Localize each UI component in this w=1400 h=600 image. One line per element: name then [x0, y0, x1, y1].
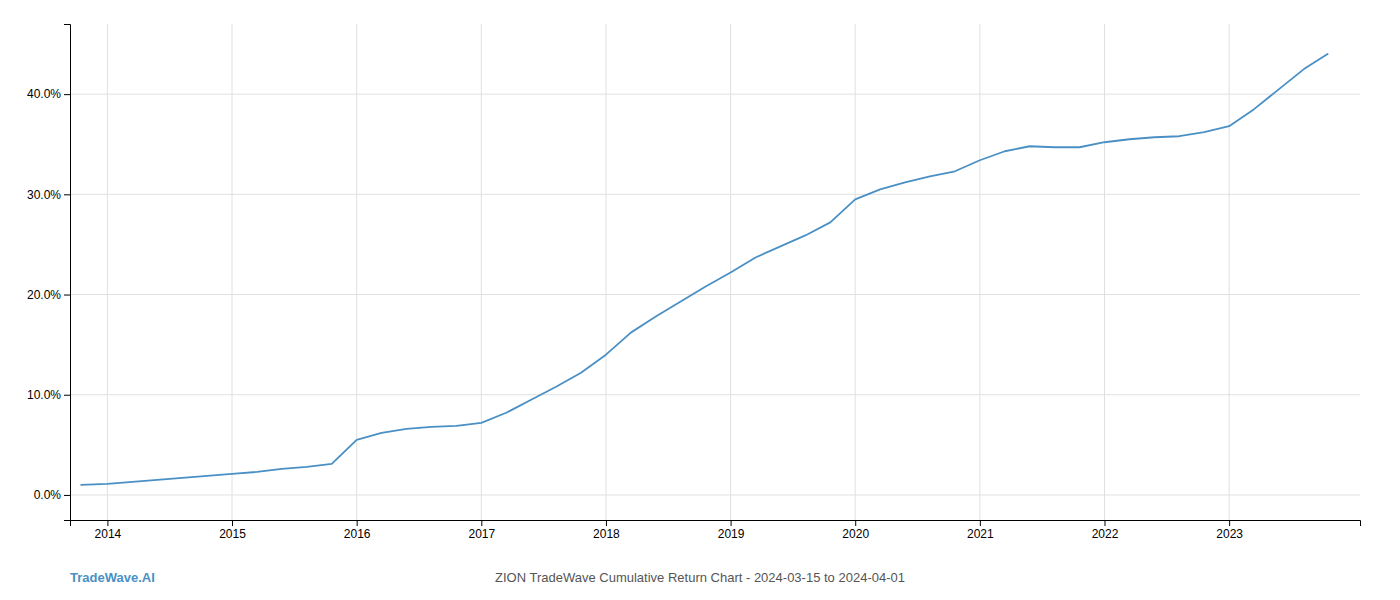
grid-line	[1229, 24, 1230, 520]
tick: 0.0%	[34, 488, 70, 502]
tick-label: 2021	[967, 527, 994, 541]
tick-mark	[357, 520, 358, 526]
grid-line	[605, 24, 606, 520]
tick-label: 0.0%	[34, 488, 62, 502]
tick-label: 2020	[842, 527, 869, 541]
tick: 2019	[718, 520, 745, 541]
tick: 2014	[95, 520, 122, 541]
tick-mark	[64, 295, 70, 296]
tick-label: 2016	[344, 527, 371, 541]
tick-label: 2019	[718, 527, 745, 541]
axis-line	[64, 25, 71, 521]
tick: 2021	[967, 520, 994, 541]
grid-line	[70, 494, 1360, 495]
grid-line	[979, 24, 980, 520]
grid-line	[481, 24, 482, 520]
axis-line	[71, 521, 1361, 527]
tick-mark	[1104, 520, 1105, 526]
grid-line	[356, 24, 357, 520]
grid-line	[1104, 24, 1105, 520]
tick: 2017	[468, 520, 495, 541]
tick-label: 2023	[1216, 527, 1243, 541]
tick: 2016	[344, 520, 371, 541]
tick: 2023	[1216, 520, 1243, 541]
chart: 2014 2015 2016 2017 2018 2019 2020 2021 2022 2023…	[0, 0, 1400, 600]
annotation: TradeWave.AI	[70, 570, 155, 585]
grid-line	[855, 24, 856, 520]
tick-mark	[232, 520, 233, 526]
tick-mark	[64, 94, 70, 95]
tick-mark	[481, 520, 482, 526]
grid-line	[70, 194, 1360, 195]
grid	[70, 24, 1360, 520]
tick-label: 2017	[468, 527, 495, 541]
tick-mark	[1229, 520, 1230, 526]
tick-mark	[980, 520, 981, 526]
tick-label: 2014	[95, 527, 122, 541]
tick: 2022	[1092, 520, 1119, 541]
x-axis: 2014 2015 2016 2017 2018 2019 2020 2021 2022 2023	[71, 520, 1361, 541]
tick-mark	[606, 520, 607, 526]
tick: 40.0%	[27, 87, 70, 101]
title: ZION TradeWave Cumulative Return Chart -…	[495, 570, 905, 585]
tick: 2020	[842, 520, 869, 541]
tick-label: 2018	[593, 527, 620, 541]
y-axis: 0.0% 10.0% 20.0% 30.0% 40.0%	[27, 25, 71, 521]
tick: 2015	[219, 520, 246, 541]
marks	[81, 54, 1327, 485]
tick: 2018	[593, 520, 620, 541]
tick-mark	[64, 495, 70, 496]
tick-label: 40.0%	[27, 87, 61, 101]
grid-line	[232, 24, 233, 520]
tick: 10.0%	[27, 388, 70, 402]
tick-mark	[107, 520, 108, 526]
line	[81, 54, 1327, 485]
tick-mark	[731, 520, 732, 526]
tick-mark	[855, 520, 856, 526]
tick-mark	[64, 194, 70, 195]
tick-label: 2022	[1092, 527, 1119, 541]
grid-line	[70, 394, 1360, 395]
tick-label: 20.0%	[27, 288, 61, 302]
tick-mark	[64, 395, 70, 396]
tick-label: 2015	[219, 527, 246, 541]
grid-line	[70, 94, 1360, 95]
tick-label: 10.0%	[27, 388, 61, 402]
plot: 2014 2015 2016 2017 2018 2019 2020 2021 2022 2023…	[27, 24, 1361, 541]
tick: 30.0%	[27, 188, 70, 202]
tick-label: 30.0%	[27, 188, 61, 202]
tick: 20.0%	[27, 288, 70, 302]
grid-line	[70, 294, 1360, 295]
grid-line	[107, 24, 108, 520]
